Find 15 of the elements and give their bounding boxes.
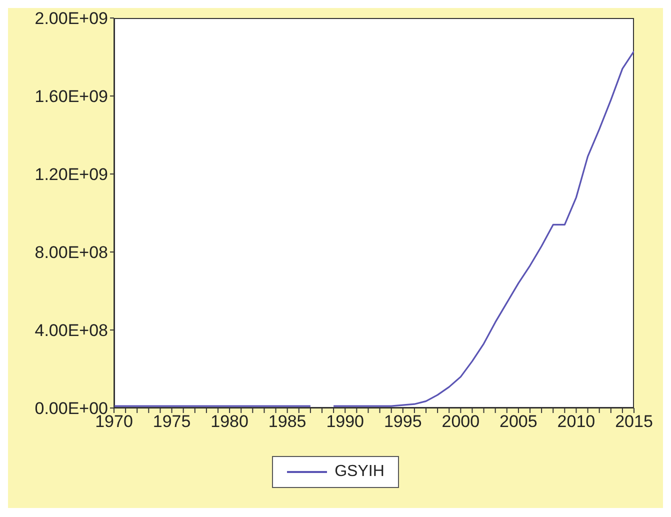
x-tick-label: 1985 bbox=[268, 412, 306, 432]
y-tick-label: 1.20E+09 bbox=[34, 165, 108, 184]
y-tick-label: 8.00E+08 bbox=[34, 243, 108, 262]
y-tick-label: 4.00E+08 bbox=[34, 321, 108, 340]
legend-label: GSYIH bbox=[334, 463, 384, 481]
x-tick-label: 1990 bbox=[326, 412, 364, 432]
y-tick-label: 1.60E+09 bbox=[34, 87, 108, 106]
y-tick-label: 2.00E+09 bbox=[34, 9, 108, 28]
x-tick-label: 2000 bbox=[442, 412, 480, 432]
x-tick-label: 1995 bbox=[384, 412, 422, 432]
x-tick-label: 1980 bbox=[210, 412, 248, 432]
x-tick-label: 2005 bbox=[500, 412, 538, 432]
x-tick-label: 2015 bbox=[615, 412, 653, 432]
x-tick-label: 1975 bbox=[152, 412, 191, 432]
x-tick-label: 2010 bbox=[557, 412, 596, 432]
